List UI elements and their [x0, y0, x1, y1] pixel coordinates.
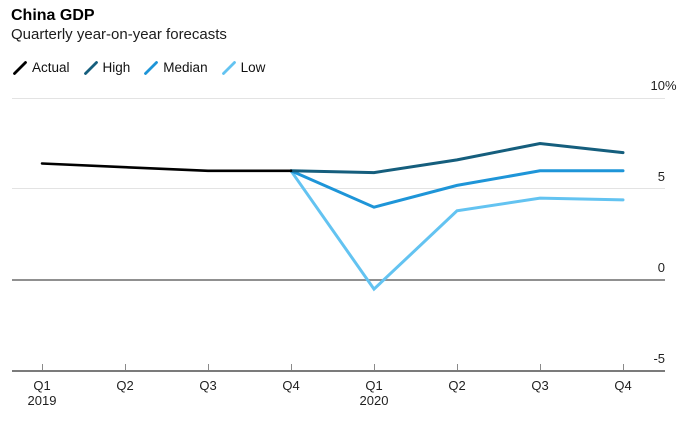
gridline-5pct	[12, 188, 665, 189]
axis-tick	[539, 364, 541, 370]
legend-label: Actual	[32, 60, 70, 75]
gridline-zero	[12, 279, 665, 281]
axis-tick	[456, 364, 458, 370]
x-axis-label-q2-2019: Q2	[116, 378, 134, 393]
legend-item-median: Median	[144, 60, 208, 75]
x-axis-label-q2-2020: Q2	[448, 378, 466, 393]
line-swatch-icon	[144, 60, 159, 75]
y-axis-label-10: 10%	[650, 78, 677, 93]
legend-item-high: High	[83, 60, 131, 75]
series-line-high	[289, 141, 625, 175]
series-line-actual	[40, 162, 293, 173]
legend-label: Median	[163, 60, 208, 75]
line-swatch-icon	[13, 60, 27, 75]
x-axis-label-q4-2019: Q4	[282, 378, 300, 393]
legend-label: Low	[240, 60, 266, 75]
series-line-median	[289, 169, 625, 209]
y-axis-label-neg5: -5	[653, 351, 665, 366]
x-axis-label-q1-2020: Q1	[365, 378, 383, 393]
axis-tick	[41, 364, 43, 370]
gridline-10pct	[12, 98, 665, 99]
year-label-2020: 2020	[359, 393, 389, 408]
axis-tick	[290, 364, 292, 370]
legend: Actual High Median Low	[13, 60, 279, 75]
y-axis-label-0: 0	[657, 260, 665, 275]
page-title: China GDP	[11, 7, 95, 24]
series-line-low	[289, 169, 625, 292]
x-axis-line	[12, 370, 665, 372]
x-axis-label-q3-2019: Q3	[199, 378, 217, 393]
axis-tick	[124, 364, 126, 370]
chart-subtitle: Quarterly year-on-year forecasts	[11, 26, 227, 43]
axis-tick	[622, 364, 624, 370]
x-axis-label-q1-2019: Q1	[33, 378, 51, 393]
axis-tick	[373, 364, 375, 370]
year-label-2019: 2019	[27, 393, 57, 408]
x-axis-label-q4-2020: Q4	[614, 378, 632, 393]
legend-item-low: Low	[221, 60, 266, 75]
line-swatch-icon	[221, 60, 236, 75]
x-axis-label-q3-2020: Q3	[531, 378, 549, 393]
legend-label: High	[102, 60, 131, 75]
legend-item-actual: Actual	[13, 60, 70, 75]
line-swatch-icon	[83, 60, 98, 75]
y-axis-label-5: 5	[657, 169, 665, 184]
axis-tick	[207, 364, 209, 370]
